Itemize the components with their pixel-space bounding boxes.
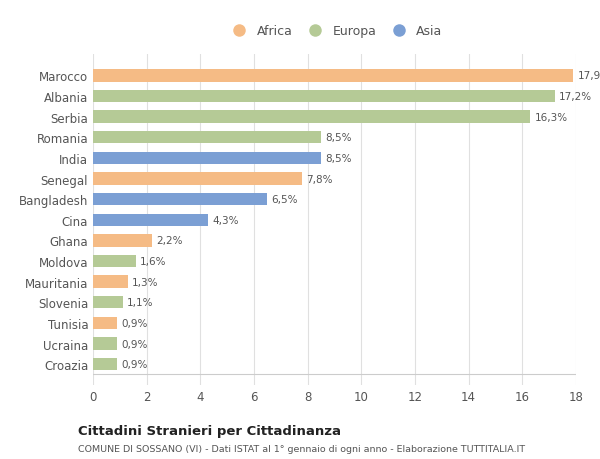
Text: 1,1%: 1,1% [127, 297, 153, 308]
Text: 17,2%: 17,2% [559, 92, 592, 102]
Text: 16,3%: 16,3% [535, 112, 568, 123]
Bar [93, 297, 122, 309]
Text: Cittadini Stranieri per Cittadinanza: Cittadini Stranieri per Cittadinanza [78, 424, 341, 437]
Text: 0,9%: 0,9% [121, 339, 148, 349]
Bar [93, 255, 136, 268]
Bar [93, 91, 554, 103]
Text: COMUNE DI SOSSANO (VI) - Dati ISTAT al 1° gennaio di ogni anno - Elaborazione TU: COMUNE DI SOSSANO (VI) - Dati ISTAT al 1… [78, 444, 525, 453]
Legend: Africa, Europa, Asia: Africa, Europa, Asia [223, 22, 446, 42]
Text: 0,9%: 0,9% [121, 359, 148, 369]
Bar [93, 214, 208, 226]
Text: 0,9%: 0,9% [121, 318, 148, 328]
Text: 17,9%: 17,9% [577, 71, 600, 81]
Bar [93, 111, 530, 123]
Text: 1,6%: 1,6% [140, 257, 166, 267]
Text: 1,3%: 1,3% [132, 277, 158, 287]
Bar [93, 276, 128, 288]
Bar [93, 173, 302, 185]
Bar [93, 338, 117, 350]
Bar [93, 152, 321, 165]
Bar [93, 194, 268, 206]
Text: 8,5%: 8,5% [325, 154, 352, 163]
Bar [93, 317, 117, 330]
Bar [93, 70, 574, 83]
Text: 8,5%: 8,5% [325, 133, 352, 143]
Text: 6,5%: 6,5% [271, 195, 298, 205]
Bar [93, 132, 321, 144]
Text: 4,3%: 4,3% [212, 215, 239, 225]
Bar [93, 358, 117, 370]
Text: 7,8%: 7,8% [307, 174, 333, 184]
Text: 2,2%: 2,2% [156, 236, 182, 246]
Bar [93, 235, 152, 247]
